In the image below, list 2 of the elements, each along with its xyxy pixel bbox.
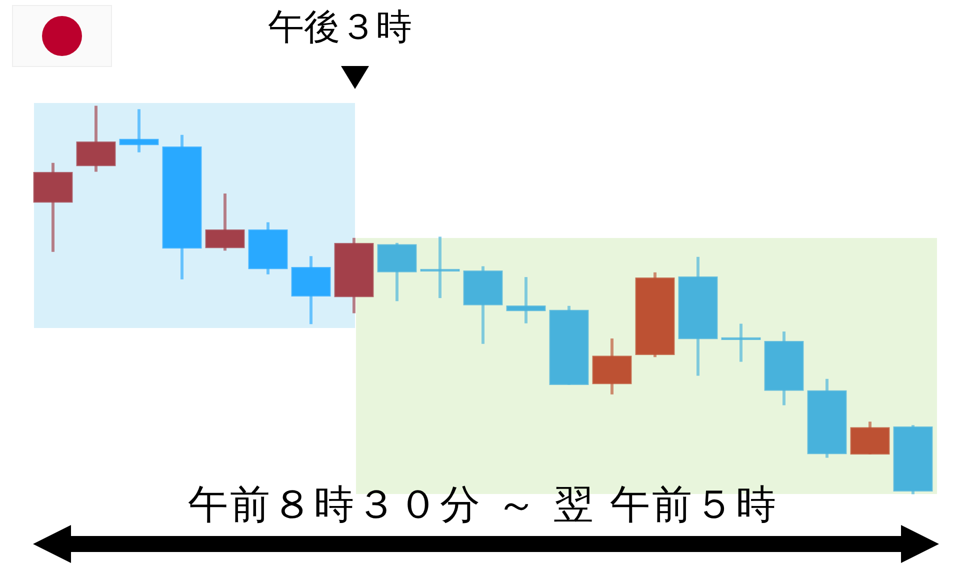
text: 午後３時	[268, 7, 412, 48]
annotation: 午前８時３０分 ～ 翌 午前５時	[188, 482, 778, 528]
